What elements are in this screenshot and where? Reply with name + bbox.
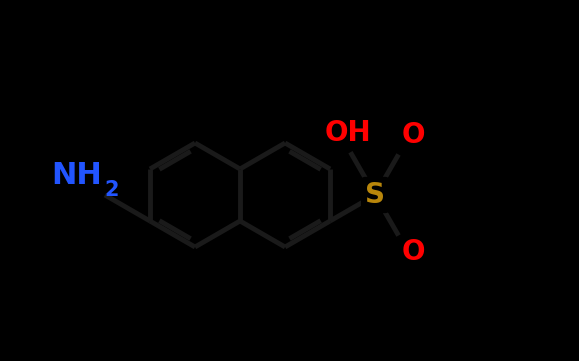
Text: 2: 2 [104, 180, 119, 200]
Text: S: S [365, 181, 385, 209]
Text: O: O [401, 238, 425, 266]
Text: OH: OH [325, 119, 372, 147]
Text: O: O [401, 121, 425, 149]
Text: NH: NH [51, 161, 102, 190]
